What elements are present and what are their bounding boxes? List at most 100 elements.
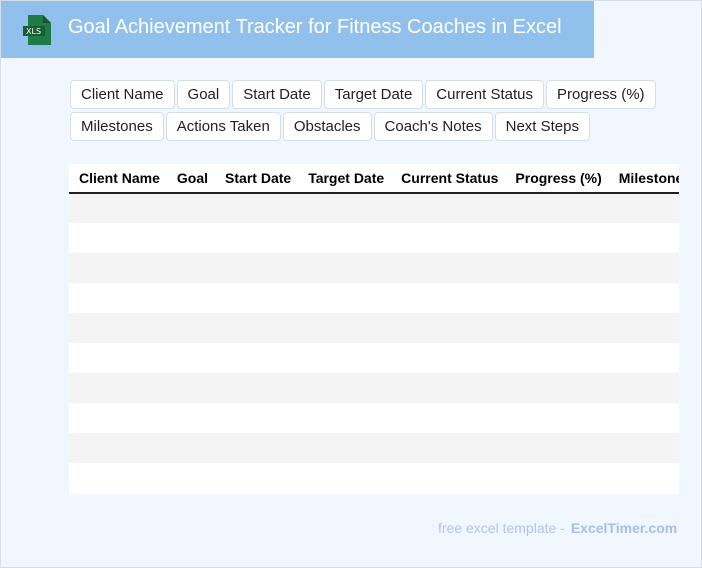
xls-file-icon: XLS [23,15,51,45]
table-cell[interactable] [298,253,392,283]
column-header: Start Date [215,164,299,194]
table-cell[interactable] [505,313,609,343]
table-cell[interactable] [298,193,392,223]
svg-text:XLS: XLS [26,27,41,36]
table-cell[interactable] [215,313,299,343]
table-row [69,373,679,403]
table-cell[interactable] [69,313,167,343]
column-header: Milestones [608,164,679,194]
table-cell[interactable] [166,463,216,493]
table-cell[interactable] [166,313,216,343]
table-cell[interactable] [69,283,167,313]
table-cell[interactable] [166,223,216,253]
table-cell[interactable] [215,463,299,493]
table-row [69,433,679,463]
table-cell[interactable] [391,403,506,433]
table-cell[interactable] [505,193,609,223]
page-title: Goal Achievement Tracker for Fitness Coa… [68,16,562,38]
table-cell[interactable] [505,403,609,433]
field-chip[interactable]: Target Date [323,80,424,109]
table-cell[interactable] [69,343,167,373]
table-cell[interactable] [298,403,392,433]
table-cell[interactable] [505,463,609,493]
field-chip[interactable]: Progress (%) [546,80,656,109]
field-chips: Client Name Goal Start Date Target Date Curr… [70,80,670,144]
table-cell[interactable] [505,373,609,403]
column-header: Goal [166,164,216,194]
table-cell[interactable] [298,313,392,343]
table-cell[interactable] [166,253,216,283]
field-chip[interactable]: Obstacles [282,112,372,141]
table-cell[interactable] [166,343,216,373]
table-cell[interactable] [505,223,609,253]
table-cell[interactable] [608,343,679,373]
table-cell[interactable] [69,223,167,253]
field-chip[interactable]: Goal [176,80,231,109]
title-bar: XLS Goal Achievement Tracker for Fitness… [1,1,594,58]
table-cell[interactable] [391,313,506,343]
footer-brand-link[interactable]: ExcelTimer.com [570,520,678,536]
table-cell[interactable] [69,253,167,283]
table-cell[interactable] [215,433,299,463]
table-cell[interactable] [215,283,299,313]
table-cell[interactable] [391,223,506,253]
table-cell[interactable] [608,193,679,223]
footer: free excel template - ExcelTimer.com [438,520,677,536]
table-row [69,313,679,343]
table-cell[interactable] [505,433,609,463]
table-cell[interactable] [166,433,216,463]
table-cell[interactable] [215,193,299,223]
table-cell[interactable] [391,463,506,493]
table-cell[interactable] [215,253,299,283]
table-cell[interactable] [505,253,609,283]
field-chip[interactable]: Client Name [70,80,175,109]
table-cell[interactable] [505,343,609,373]
table-cell[interactable] [391,433,506,463]
table-cell[interactable] [391,343,506,373]
field-chip[interactable]: Next Steps [494,112,590,141]
table-cell[interactable] [298,223,392,253]
table-cell[interactable] [69,403,167,433]
table-cell[interactable] [166,193,216,223]
table-row [69,253,679,283]
field-chip[interactable]: Coach's Notes [373,112,493,141]
table-cell[interactable] [608,253,679,283]
table-cell[interactable] [608,403,679,433]
table-row [69,223,679,253]
table-cell[interactable] [215,403,299,433]
table-cell[interactable] [298,343,392,373]
table-cell[interactable] [69,193,167,223]
table-cell[interactable] [608,463,679,493]
field-chip[interactable]: Start Date [232,80,322,109]
table-row [69,463,679,493]
table-cell[interactable] [608,223,679,253]
table-row [69,283,679,313]
table-cell[interactable] [391,193,506,223]
column-header: Progress (%) [505,164,609,194]
table-cell[interactable] [215,373,299,403]
table-row [69,193,679,223]
field-chip[interactable]: Current Status [425,80,545,109]
table-cell[interactable] [505,283,609,313]
field-chip[interactable]: Actions Taken [165,112,281,141]
table-cell[interactable] [166,283,216,313]
table-cell[interactable] [298,283,392,313]
table-cell[interactable] [69,373,167,403]
table-cell[interactable] [391,373,506,403]
table-cell[interactable] [608,283,679,313]
table-cell[interactable] [69,463,167,493]
table-cell[interactable] [608,433,679,463]
table-cell[interactable] [298,463,392,493]
table-cell[interactable] [391,283,506,313]
table-cell[interactable] [298,433,392,463]
table-cell[interactable] [215,343,299,373]
table-cell[interactable] [608,373,679,403]
table-cell[interactable] [298,373,392,403]
table-cell[interactable] [391,253,506,283]
table-cell[interactable] [215,223,299,253]
table-cell[interactable] [69,433,167,463]
field-chip[interactable]: Milestones [70,112,164,141]
table-cell[interactable] [608,313,679,343]
table-cell[interactable] [166,373,216,403]
table-cell[interactable] [166,403,216,433]
